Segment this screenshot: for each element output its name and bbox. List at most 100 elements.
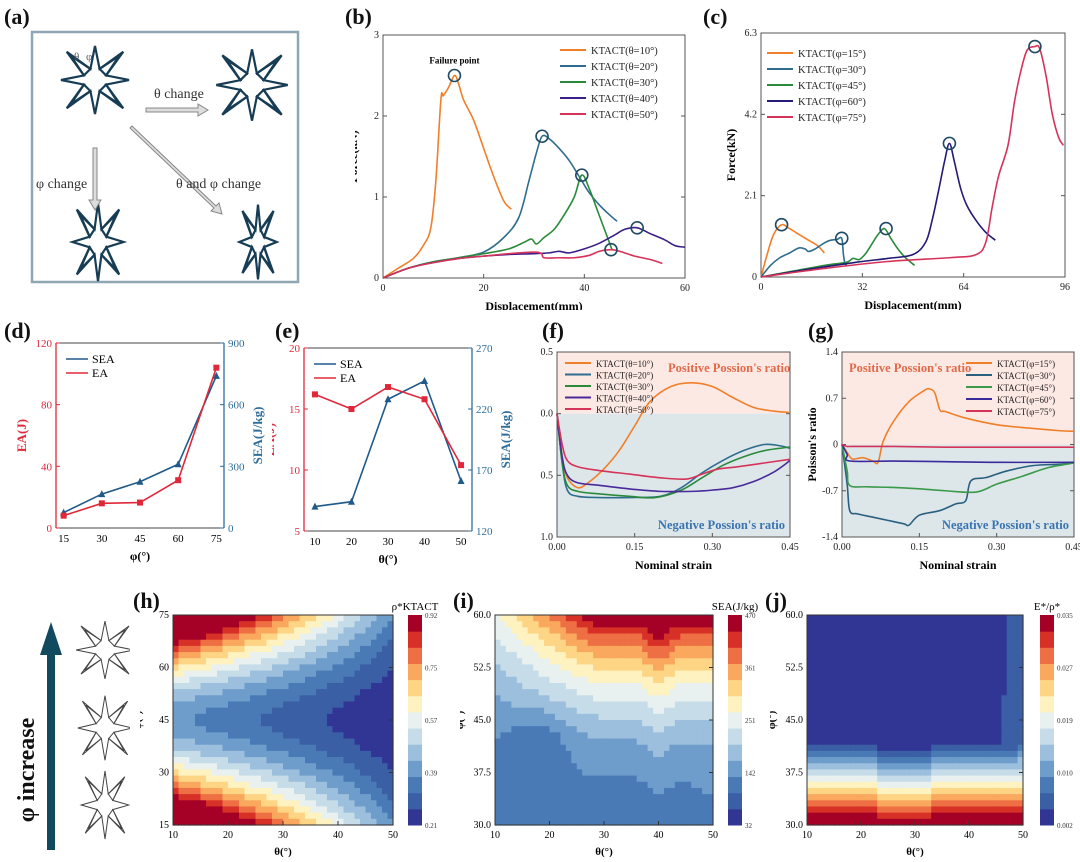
contour-cell: [593, 633, 600, 641]
contour-cell: [233, 676, 240, 684]
contour-cell: [680, 787, 687, 795]
contour-cell: [360, 682, 367, 690]
contour-cell: [931, 750, 938, 758]
contour-cell: [571, 781, 578, 789]
contour-cell: [839, 800, 846, 808]
contour-cell: [310, 738, 317, 746]
contour-cell: [327, 763, 334, 771]
contour-cell: [560, 738, 567, 746]
contour-cell: [178, 818, 185, 826]
y-tick-label: -0.5: [540, 470, 553, 481]
contour-cell: [680, 621, 687, 628]
contour-cell: [206, 787, 213, 795]
contour-cell: [288, 645, 295, 653]
contour-cell: [321, 689, 328, 696]
contour-cell: [195, 812, 202, 820]
contour-cell: [272, 794, 279, 801]
contour-cell: [871, 701, 878, 709]
contour-cell: [549, 812, 556, 820]
contour-cell: [702, 670, 709, 678]
contour-cell: [990, 645, 997, 653]
contour-cell: [332, 720, 339, 727]
contour-cell: [620, 781, 627, 789]
contour-cell: [382, 744, 389, 752]
contour-cell: [952, 744, 959, 752]
contour-cell: [952, 664, 959, 672]
contour-cell: [653, 750, 660, 758]
contour-cell: [909, 701, 916, 709]
contour-cell: [904, 689, 911, 696]
contour-cell: [554, 769, 561, 777]
contour-cell: [680, 818, 687, 826]
contour-cell: [195, 695, 202, 703]
contour-cell: [343, 794, 350, 801]
contour-cell: [969, 621, 975, 628]
contour-cell: [178, 794, 185, 801]
contour-cell: [495, 781, 502, 789]
contour-cell: [255, 738, 262, 746]
contour-cell: [990, 621, 997, 628]
contour-cell: [855, 720, 862, 727]
contour-cell: [200, 695, 207, 703]
contour-cell: [544, 744, 551, 752]
contour-cell: [663, 812, 670, 820]
contour-cell: [920, 689, 927, 696]
contour-cell: [614, 800, 621, 808]
contour-cell: [812, 701, 819, 709]
contour-cell: [261, 633, 268, 641]
contour-cell: [812, 707, 819, 715]
contour-cell: [222, 720, 229, 727]
contour-cell: [560, 627, 567, 635]
contour-cell: [871, 627, 878, 635]
contour-cell: [850, 713, 857, 721]
contour-cell: [195, 707, 202, 715]
contour-cell: [261, 670, 268, 678]
contour-cell: [1017, 652, 1024, 659]
contour-cell: [996, 744, 1002, 752]
contour-cell: [663, 664, 670, 672]
contour-cell: [631, 670, 638, 678]
contour-cell: [371, 615, 378, 622]
contour-cell: [538, 713, 545, 721]
contour-cell: [931, 615, 938, 622]
contour-cell: [343, 701, 350, 709]
star-flap: [75, 208, 96, 239]
contour-cell: [909, 744, 916, 752]
y-tick-label-left: 10: [289, 465, 301, 477]
contour-cell: [272, 658, 279, 666]
contour-cell: [898, 695, 905, 703]
contour-cell: [631, 726, 638, 733]
contour-cell: [974, 781, 981, 789]
contour-cell: [893, 689, 900, 696]
contour-cell: [828, 670, 835, 678]
contour-cell: [189, 818, 196, 826]
contour-cell: [294, 775, 301, 783]
contour-cell: [871, 689, 878, 696]
contour-cell: [178, 781, 185, 789]
contour-cell: [283, 763, 290, 771]
contour-cell: [620, 645, 627, 653]
contour-cell: [505, 757, 512, 764]
contour-cell: [261, 664, 268, 672]
contour-cell: [604, 806, 611, 814]
contour-cell: [233, 707, 240, 715]
contour-cell: [877, 763, 884, 771]
contour-cell: [343, 645, 350, 653]
contour-cell: [647, 670, 654, 678]
contour-cell: [316, 738, 323, 746]
contour-cell: [332, 763, 339, 771]
contour-cell: [565, 738, 572, 746]
contour-cell: [516, 645, 523, 653]
contour-cell: [974, 707, 981, 715]
contour-cell: [338, 701, 345, 709]
contour-cell: [283, 639, 290, 647]
contour-cell: [974, 615, 981, 622]
contour-cell: [925, 627, 932, 635]
contour-cell: [653, 695, 660, 703]
contour-cell: [861, 763, 867, 771]
contour-cell: [587, 794, 594, 801]
contour-cell: [305, 670, 312, 678]
contour-cell: [576, 806, 583, 814]
contour-cell: [217, 757, 224, 764]
contour-cell: [544, 689, 551, 696]
